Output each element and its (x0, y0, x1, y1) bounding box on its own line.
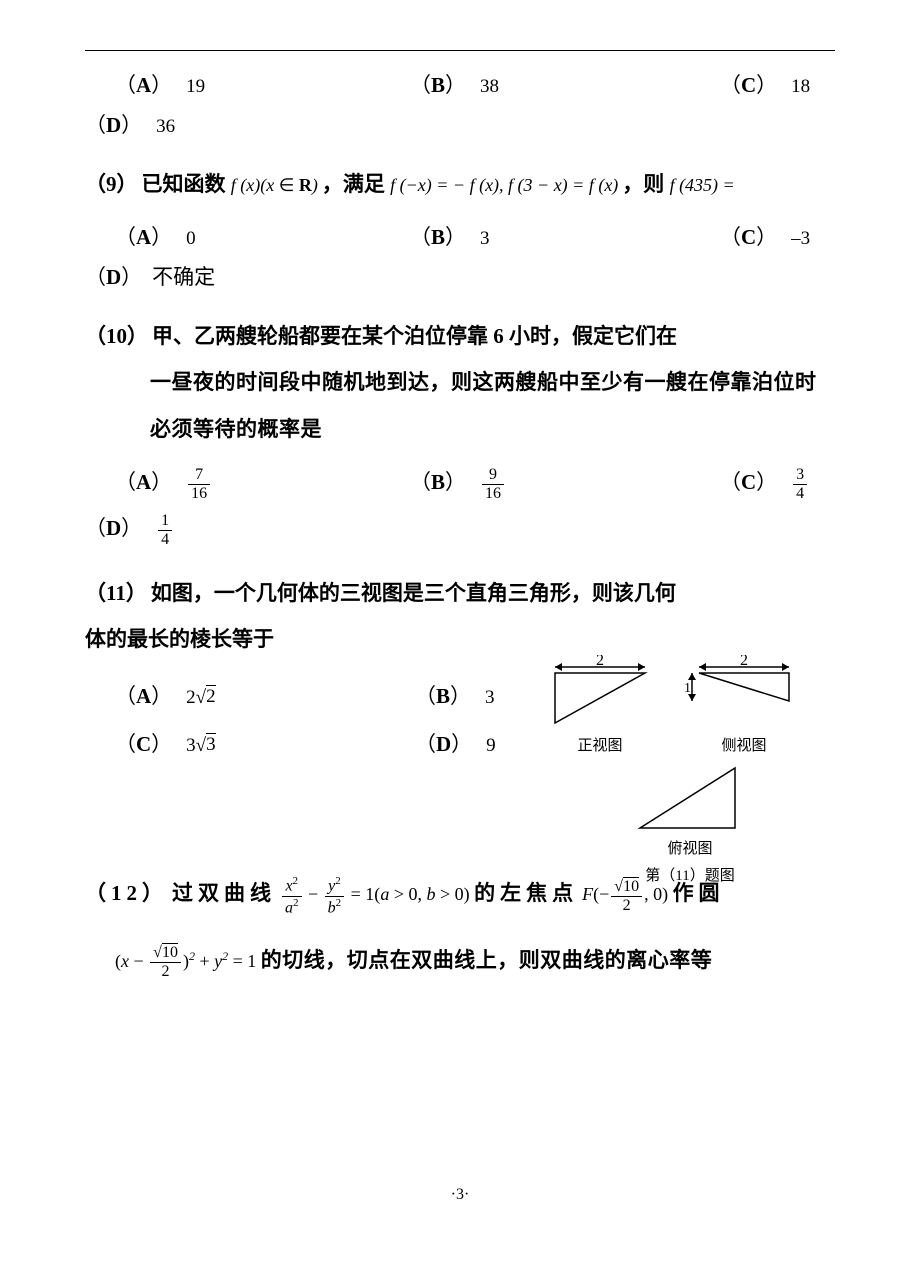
q10-options-row1: （A） 7 16 （B） 9 16 （C） 3 4 (85, 466, 835, 502)
q8-options-row1: （A） 19 （B） 38 （C） 18 (85, 69, 835, 99)
top-divider (85, 50, 835, 51)
q11-body-line1: 如图，一个几何体的三视图是三个直角三角形，则该几何 (151, 581, 676, 605)
q9-func-decl: f (x)(x ∈ R) (231, 175, 318, 195)
q12-focus: F(−√102, 0) (582, 884, 672, 904)
q12-after-focus: 作圆 (673, 881, 725, 905)
q10-option-c: （C） 3 4 (720, 466, 809, 502)
q8-option-d: （D） 36 (85, 109, 835, 139)
question-11: （11） 如图，一个几何体的三视图是三个直角三角形，则该几何 体的最长的棱长等于 (85, 570, 835, 662)
side-view-svg: 2 1 (684, 655, 804, 730)
q12-middle: 的左焦点 (474, 881, 578, 905)
q8-opt-a-value: 19 (186, 76, 205, 97)
q9-option-a: （A） 0 (115, 221, 410, 251)
q9-option-b: （B） 3 (410, 221, 720, 251)
q11-figure: 2 正视图 2 1 侧视图 俯视图 (540, 655, 840, 885)
q8-opt-d-value: 36 (156, 116, 175, 137)
q11-option-a: （A） 2√2 (115, 680, 415, 710)
q9-number: （9） (85, 172, 138, 196)
q9-prefix: 已知函数 (142, 172, 231, 196)
q11-opt-c-value: 3√3 (186, 735, 215, 756)
q11-option-b: （B） 3 (415, 680, 495, 710)
q11-option-c: （C） 3√3 (115, 728, 415, 758)
q10-body-cont: 一昼夜的时间段中随机地到达，则这两艘船中至少有一艘在停靠泊位时必须等待的概率是 (85, 359, 835, 451)
top-view-label: 俯视图 (667, 837, 712, 858)
q10-body-line1: 甲、乙两艘轮船都要在某个泊位停靠 6 小时，假定它们在 (152, 324, 677, 348)
q10-opt-c-frac: 3 4 (793, 467, 807, 502)
top-view-svg (630, 763, 750, 833)
q8-option-b: （B） 38 (410, 69, 720, 99)
q10-option-b: （B） 9 16 (410, 466, 720, 502)
q9-option-d: （D） 不确定 (85, 261, 835, 291)
figure-caption: 第（11）题图 (540, 864, 840, 885)
front-view-svg: 2 (540, 655, 660, 730)
question-9: （9） 已知函数 f (x)(x ∈ R) ，满足 f (−x) = − f (… (85, 161, 835, 207)
q11-number: （11） (85, 581, 147, 605)
q10-option-d: （D） 1 4 (85, 512, 835, 548)
q8-option-c: （C） 18 (720, 69, 810, 99)
q8-option-a: （A） 19 (115, 69, 410, 99)
top-view: 俯视图 (630, 763, 750, 858)
q9-options-row1: （A） 0 （B） 3 （C） –3 (85, 221, 835, 251)
q10-opt-d-frac: 1 4 (158, 513, 172, 548)
q11-opt-a-value: 2√2 (186, 687, 215, 708)
q9-opt-a-value: 0 (186, 228, 196, 249)
side-dim-2: 2 (740, 655, 748, 669)
q12-prefix: 过双曲线 (172, 881, 276, 905)
side-view-label: 侧视图 (721, 734, 766, 755)
q9-suffix: ，则 (622, 172, 669, 196)
q8-opt-c-value: 18 (791, 76, 810, 97)
q10-opt-a-frac: 7 16 (188, 467, 210, 502)
q9-conditions: f (−x) = − f (x), f (3 − x) = f (x) (390, 175, 618, 195)
q9-option-c: （C） –3 (720, 221, 810, 251)
q10-option-a: （A） 7 16 (115, 466, 410, 502)
q9-opt-c-value: –3 (791, 228, 810, 249)
q11-opt-b-value: 3 (485, 687, 495, 708)
q10-number: （10） (85, 324, 148, 348)
page-number: ·3· (0, 1186, 920, 1204)
question-12: （12） 过双曲线 x2a2 − y2b2 = 1(a > 0, b > 0) … (85, 868, 835, 983)
q12-number: （12） (85, 881, 168, 905)
q9-query: f (435) = (670, 175, 735, 195)
side-view: 2 1 侧视图 (684, 655, 804, 755)
q12-rest: 的切线，切点在双曲线上，则双曲线的离心率等 (261, 948, 713, 972)
question-10: （10） 甲、乙两艘轮船都要在某个泊位停靠 6 小时，假定它们在 一昼夜的时间段… (85, 313, 835, 452)
q9-opt-b-value: 3 (480, 228, 490, 249)
q12-equation: x2a2 − y2b2 = 1(a > 0, b > 0) (280, 884, 474, 904)
q10-opt-b-frac: 9 16 (482, 467, 504, 502)
q11-opt-d-value: 9 (486, 735, 496, 756)
front-dim-2: 2 (596, 655, 604, 669)
q9-middle: ，满足 (322, 172, 390, 196)
front-view-label: 正视图 (577, 734, 622, 755)
q12-circle-eq: (x − √102)2 + y2 = 1 (115, 951, 261, 971)
q11-option-d: （D） 9 (415, 728, 496, 758)
q9-opt-d-value: 不确定 (152, 265, 215, 289)
front-view: 2 正视图 (540, 655, 660, 755)
q12-line2: (x − √102)2 + y2 = 1 的切线，切点在双曲线上，则双曲线的离心… (85, 937, 835, 983)
side-dim-1: 1 (684, 681, 691, 696)
q8-opt-b-value: 38 (480, 76, 499, 97)
